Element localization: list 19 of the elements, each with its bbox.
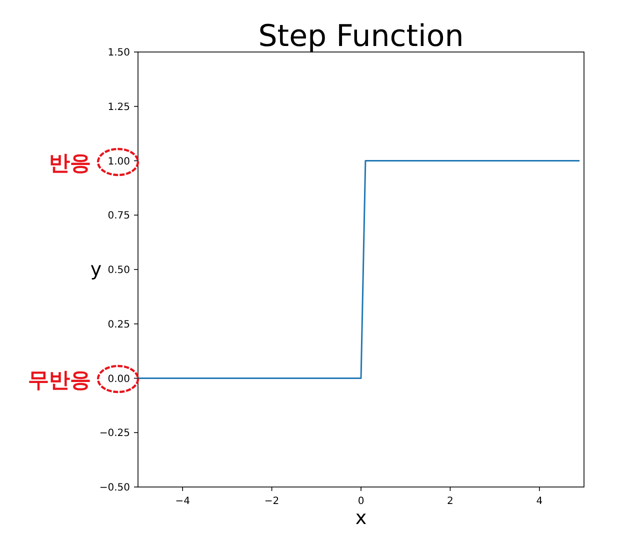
chart-title: Step Function xyxy=(258,19,464,54)
y-tick-label: 0.00 xyxy=(108,374,130,385)
x-axis-title: x xyxy=(355,507,367,529)
y-tick-label: 1.50 xyxy=(108,48,130,58)
x-tick-label: 4 xyxy=(536,496,543,507)
x-tick-label: 0 xyxy=(358,496,364,507)
y-tick-label: 0.25 xyxy=(108,319,130,330)
y-tick-label: 1.00 xyxy=(108,156,130,168)
y-tick-label: 1.25 xyxy=(108,102,130,113)
x-tick-label: −2 xyxy=(264,496,280,507)
text: 무반응 xyxy=(28,368,91,392)
y-tick-label: 0.50 xyxy=(108,265,130,276)
y-tick-label: 0.75 xyxy=(108,210,130,222)
y-tick-label: −0.50 xyxy=(99,482,130,494)
text: 반응 xyxy=(49,151,91,175)
x-tick-label: −4 xyxy=(175,496,190,507)
y-tick-label: −0.25 xyxy=(99,428,130,440)
x-tick-label: 2 xyxy=(447,496,454,507)
y-axis-title: y xyxy=(90,258,102,280)
